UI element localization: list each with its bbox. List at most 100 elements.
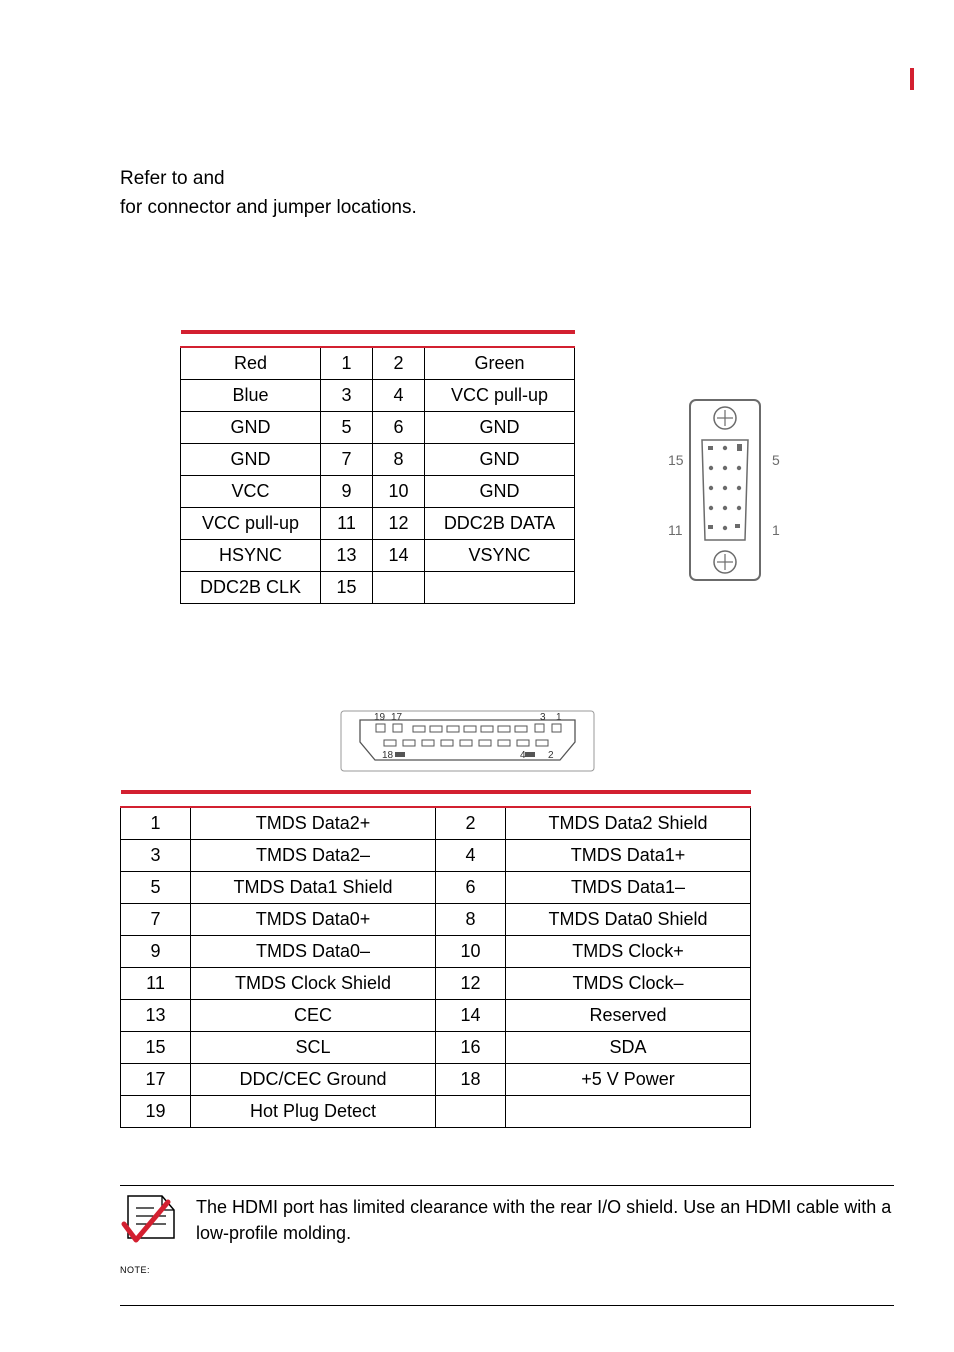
svg-text:2: 2 <box>548 750 554 761</box>
conn-label: 11 <box>668 522 683 538</box>
cell: Red <box>181 347 321 380</box>
cell: 11 <box>321 508 373 540</box>
cell: HSYNC <box>181 540 321 572</box>
cell <box>436 1096 506 1128</box>
svg-text:3: 3 <box>540 712 546 723</box>
th <box>121 792 191 807</box>
cell: GND <box>181 412 321 444</box>
table-header-row <box>181 332 575 347</box>
cell: GND <box>425 412 575 444</box>
cell: 11 <box>121 968 191 1000</box>
table-row: Blue34VCC pull-up <box>181 380 575 412</box>
cell: 17 <box>121 1064 191 1096</box>
table-row: 13CEC14Reserved <box>121 1000 751 1032</box>
table-row: 17DDC/CEC Ground18+5 V Power <box>121 1064 751 1096</box>
table-row: 5TMDS Data1 Shield6TMDS Data1– <box>121 872 751 904</box>
cell: 14 <box>373 540 425 572</box>
cell: GND <box>425 444 575 476</box>
cell: VCC pull-up <box>425 380 575 412</box>
cell: VCC pull-up <box>181 508 321 540</box>
cell: 3 <box>121 840 191 872</box>
conn-label: 5 <box>772 452 780 468</box>
cell: 12 <box>373 508 425 540</box>
cell: 5 <box>121 872 191 904</box>
cell: TMDS Data1 Shield <box>191 872 436 904</box>
cell: Reserved <box>506 1000 751 1032</box>
svg-text:18: 18 <box>382 750 394 761</box>
table-row: 1TMDS Data2+2TMDS Data2 Shield <box>121 807 751 840</box>
cell: TMDS Data0– <box>191 936 436 968</box>
table-row: GND56GND <box>181 412 575 444</box>
cell: 8 <box>373 444 425 476</box>
cell: 7 <box>321 444 373 476</box>
conn-label: 1 <box>772 522 780 538</box>
conn-label: 15 <box>668 452 684 468</box>
svg-text:4: 4 <box>520 750 526 761</box>
cell: DDC2B CLK <box>181 572 321 604</box>
cell: CEC <box>191 1000 436 1032</box>
note-label: NOTE: <box>120 1265 178 1275</box>
cell: TMDS Data2– <box>191 840 436 872</box>
table-row: VCC910GND <box>181 476 575 508</box>
cell: 4 <box>373 380 425 412</box>
cell: Hot Plug Detect <box>191 1096 436 1128</box>
th <box>425 332 575 347</box>
cell: VCC <box>181 476 321 508</box>
table-header-row <box>121 792 751 807</box>
table-row: 19Hot Plug Detect <box>121 1096 751 1128</box>
cell: 14 <box>436 1000 506 1032</box>
cell: 15 <box>121 1032 191 1064</box>
cell: 9 <box>321 476 373 508</box>
table-row: GND78GND <box>181 444 575 476</box>
refer-tail: for connector and jumper locations. <box>120 197 417 218</box>
table-row: 15SCL16SDA <box>121 1032 751 1064</box>
cell <box>506 1096 751 1128</box>
note-text: The HDMI port has limited clearance with… <box>196 1194 894 1246</box>
cell: TMDS Data0+ <box>191 904 436 936</box>
table-row: 7TMDS Data0+8TMDS Data0 Shield <box>121 904 751 936</box>
note-icon: NOTE: <box>120 1194 178 1275</box>
table-row: Red12Green <box>181 347 575 380</box>
th <box>506 792 751 807</box>
cell: TMDS Data2+ <box>191 807 436 840</box>
cell: 19 <box>121 1096 191 1128</box>
cell: Blue <box>181 380 321 412</box>
cell: Green <box>425 347 575 380</box>
cell: 4 <box>436 840 506 872</box>
cell: 1 <box>121 807 191 840</box>
vga-pinout-table: Red12Green Blue34VCC pull-up GND56GND GN… <box>180 330 575 604</box>
cell: TMDS Data0 Shield <box>506 904 751 936</box>
table-row: 11TMDS Clock Shield12TMDS Clock– <box>121 968 751 1000</box>
page-accent-marker <box>910 68 914 90</box>
cell: TMDS Clock– <box>506 968 751 1000</box>
vga-pinout-table-wrap: Red12Green Blue34VCC pull-up GND56GND GN… <box>180 330 575 604</box>
cell: 2 <box>373 347 425 380</box>
hdmi-pinout-table-wrap: 1TMDS Data2+2TMDS Data2 Shield 3TMDS Dat… <box>120 790 751 1128</box>
svg-text:19: 19 <box>374 712 386 723</box>
table-row: HSYNC1314VSYNC <box>181 540 575 572</box>
cell <box>373 572 425 604</box>
cell: DDC2B DATA <box>425 508 575 540</box>
table-row: 3TMDS Data2–4TMDS Data1+ <box>121 840 751 872</box>
hdmi-connector-diagram: 19 17 3 1 18 4 2 <box>340 710 595 777</box>
cell: GND <box>181 444 321 476</box>
cell: 12 <box>436 968 506 1000</box>
cell: 16 <box>436 1032 506 1064</box>
cell <box>425 572 575 604</box>
refer-mid: and <box>193 168 225 189</box>
cell: 5 <box>321 412 373 444</box>
cell: GND <box>425 476 575 508</box>
hdmi-pinout-table: 1TMDS Data2+2TMDS Data2 Shield 3TMDS Dat… <box>120 790 751 1128</box>
cell: 2 <box>436 807 506 840</box>
th <box>321 332 373 347</box>
cell: TMDS Data2 Shield <box>506 807 751 840</box>
svg-text:17: 17 <box>391 712 403 723</box>
th <box>373 332 425 347</box>
cell: SDA <box>506 1032 751 1064</box>
cell: 15 <box>321 572 373 604</box>
cell: 7 <box>121 904 191 936</box>
cell: TMDS Clock Shield <box>191 968 436 1000</box>
cell: 1 <box>321 347 373 380</box>
th <box>191 792 436 807</box>
refer-paragraph: Refer to and for connector and jumper lo… <box>120 165 894 222</box>
